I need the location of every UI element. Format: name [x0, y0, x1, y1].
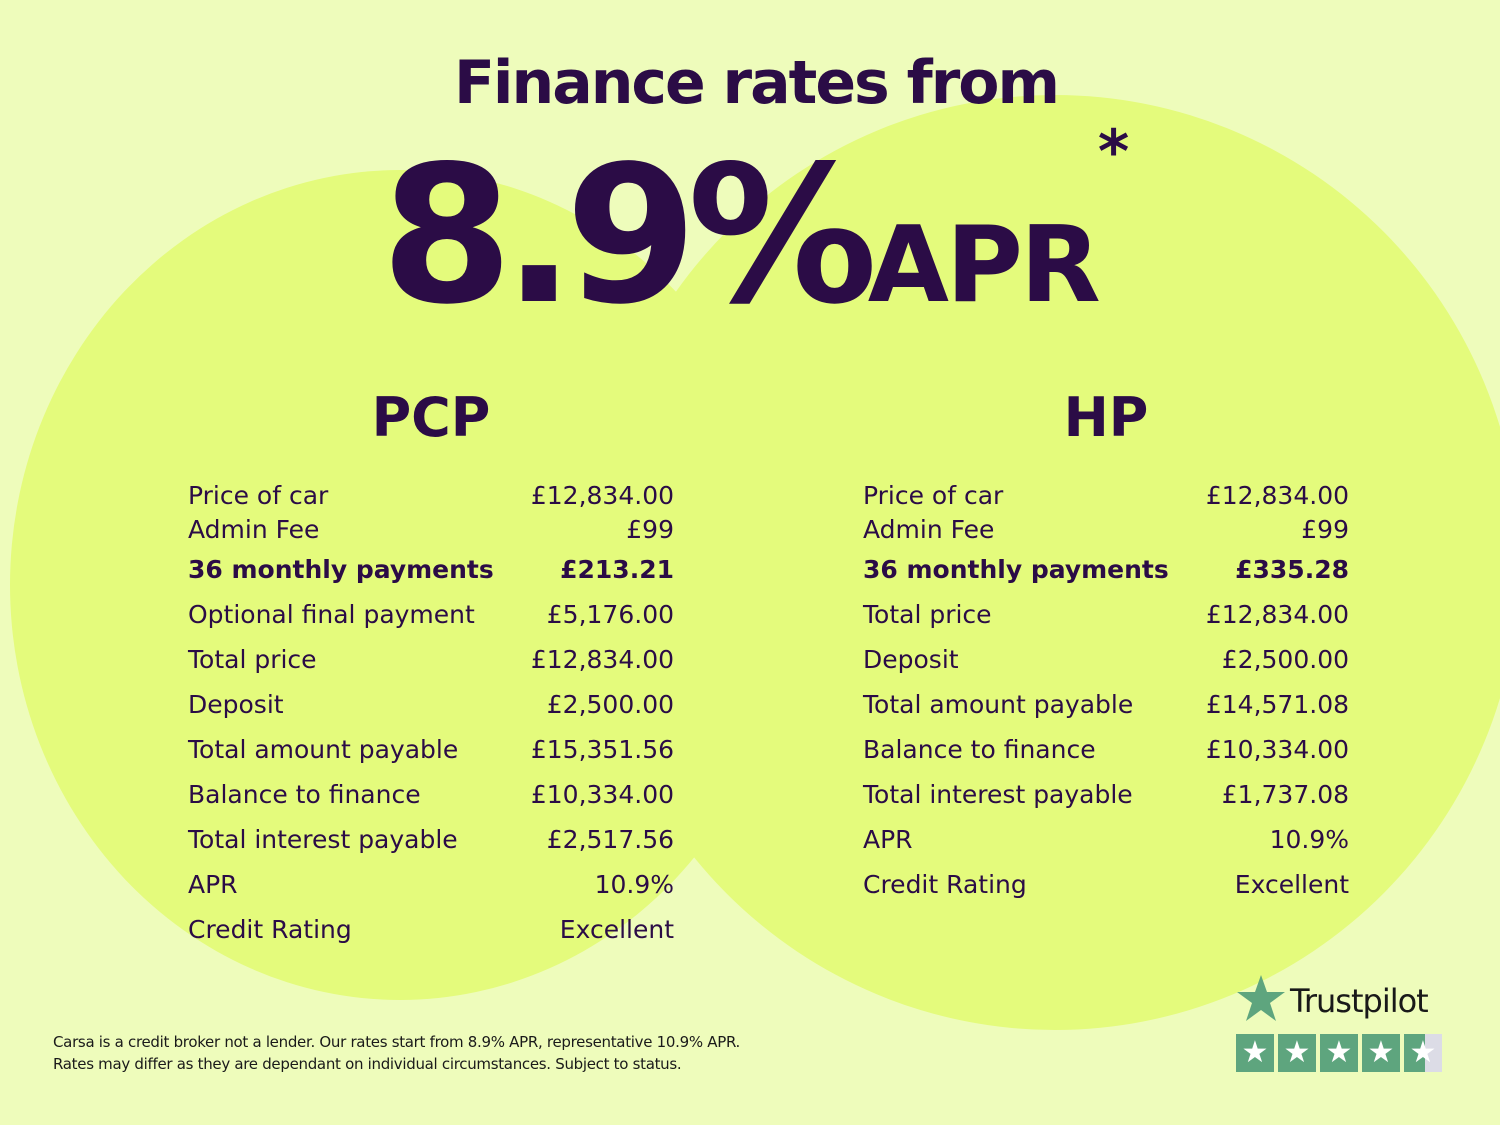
star-icon — [1237, 975, 1285, 1021]
row-label: 36 monthly payments — [188, 555, 494, 584]
row-label: Admin Fee — [188, 515, 320, 544]
background-circle-right — [590, 95, 1500, 1030]
row-value: £12,834.00 — [1205, 481, 1349, 510]
rate-display: 8.9%APR * — [0, 117, 1500, 346]
hp-title: HP — [1063, 386, 1149, 449]
disclaimer-line: Rates may differ as they are dependant o… — [53, 1055, 682, 1073]
row-label: Total amount payable — [188, 735, 459, 764]
table-row: Total interest payable £1,737.08 — [863, 772, 1349, 817]
table-row: Price of car £12,834.00 — [188, 479, 674, 513]
row-value: Excellent — [559, 915, 674, 944]
row-label: Total interest payable — [188, 825, 458, 854]
row-value: £12,834.00 — [1205, 600, 1349, 629]
rating-star-icon: ★ — [1236, 1034, 1274, 1072]
table-row: Credit Rating Excellent — [863, 862, 1349, 907]
row-value: 10.9% — [594, 870, 674, 899]
table-row: Total interest payable £2,517.56 — [188, 817, 674, 862]
row-value: £1,737.08 — [1221, 780, 1349, 809]
pcp-title: PCP — [371, 386, 491, 449]
row-value: £5,176.00 — [546, 600, 674, 629]
row-label: Admin Fee — [863, 515, 995, 544]
rate-value: 8.9% — [380, 125, 878, 346]
row-value: £213.21 — [560, 555, 674, 584]
rating-star-icon: ★ — [1320, 1034, 1358, 1072]
table-row: 36 monthly payments £213.21 — [188, 547, 674, 592]
row-value: £10,334.00 — [530, 780, 674, 809]
table-row: Deposit £2,500.00 — [188, 682, 674, 727]
table-row: Total price £12,834.00 — [188, 637, 674, 682]
pcp-table: PCP Price of car £12,834.00 Admin Fee £99 36… — [188, 385, 674, 952]
rating-star-icon: ★ — [1362, 1034, 1400, 1072]
row-label: Price of car — [863, 481, 1004, 510]
table-row: Balance to finance £10,334.00 — [863, 727, 1349, 772]
asterisk: * — [1097, 117, 1130, 187]
table-row: Price of car £12,834.00 — [863, 479, 1349, 513]
table-row: 36 monthly payments £335.28 — [863, 547, 1349, 592]
row-value: £2,500.00 — [546, 690, 674, 719]
row-value: £15,351.56 — [530, 735, 674, 764]
row-label: APR — [188, 870, 238, 899]
row-label: Optional final payment — [188, 600, 475, 629]
table-row: Admin Fee £99 — [188, 513, 674, 547]
trustpilot-rating: ★ ★ ★ ★ ★ — [1236, 1034, 1442, 1072]
row-label: Credit Rating — [863, 870, 1027, 899]
row-value: £12,834.00 — [530, 645, 674, 674]
row-label: APR — [863, 825, 913, 854]
row-label: Balance to finance — [188, 780, 421, 809]
trustpilot-name: Trustpilot — [1290, 982, 1429, 1020]
table-row: Admin Fee £99 — [863, 513, 1349, 547]
row-value: £12,834.00 — [530, 481, 674, 510]
table-row: APR 10.9% — [863, 817, 1349, 862]
hp-table: HP Price of car £12,834.00 Admin Fee £99 36 … — [863, 385, 1349, 907]
row-label: Deposit — [188, 690, 284, 719]
table-row: Total amount payable £14,571.08 — [863, 682, 1349, 727]
row-value: £14,571.08 — [1205, 690, 1349, 719]
table-row: APR 10.9% — [188, 862, 674, 907]
row-label: Credit Rating — [188, 915, 352, 944]
row-value: Excellent — [1234, 870, 1349, 899]
row-label: Total interest payable — [863, 780, 1133, 809]
row-value: £2,500.00 — [1221, 645, 1349, 674]
row-label: 36 monthly payments — [863, 555, 1169, 584]
row-value: £99 — [1301, 515, 1349, 544]
headline: Finance rates from — [453, 48, 1060, 118]
table-row: Total price £12,834.00 — [863, 592, 1349, 637]
disclaimer-line: Carsa is a credit broker not a lender. O… — [53, 1033, 740, 1051]
row-label: Deposit — [863, 645, 959, 674]
disclaimer: Carsa is a credit broker not a lender. O… — [53, 1031, 740, 1075]
table-row: Deposit £2,500.00 — [863, 637, 1349, 682]
row-value: 10.9% — [1269, 825, 1349, 854]
table-row: Credit Rating Excellent — [188, 907, 674, 952]
table-row: Total amount payable £15,351.56 — [188, 727, 674, 772]
row-label: Balance to finance — [863, 735, 1096, 764]
row-label: Total amount payable — [863, 690, 1134, 719]
row-value: £2,517.56 — [546, 825, 674, 854]
rate-suffix: APR — [867, 204, 1101, 326]
row-value: £10,334.00 — [1205, 735, 1349, 764]
table-row: Balance to finance £10,334.00 — [188, 772, 674, 817]
rating-star-icon: ★ — [1404, 1034, 1442, 1072]
row-label: Price of car — [188, 481, 329, 510]
row-value: £99 — [626, 515, 674, 544]
row-label: Total price — [863, 600, 992, 629]
table-row: Optional final payment £5,176.00 — [188, 592, 674, 637]
rating-star-icon: ★ — [1278, 1034, 1316, 1072]
row-label: Total price — [188, 645, 317, 674]
row-value: £335.28 — [1235, 555, 1349, 584]
